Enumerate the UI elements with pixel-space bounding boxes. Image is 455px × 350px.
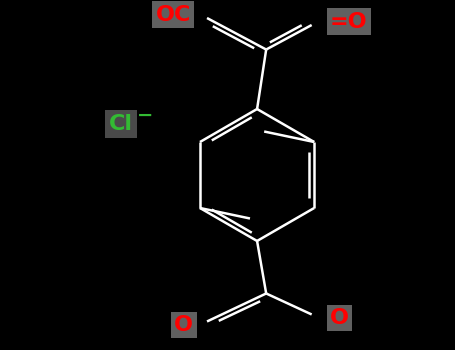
Text: Cl: Cl (109, 114, 132, 134)
Text: OC: OC (156, 5, 191, 25)
Text: −: − (137, 106, 154, 125)
Text: O: O (174, 315, 193, 335)
Text: =O: =O (330, 12, 368, 32)
Text: O: O (330, 308, 349, 328)
